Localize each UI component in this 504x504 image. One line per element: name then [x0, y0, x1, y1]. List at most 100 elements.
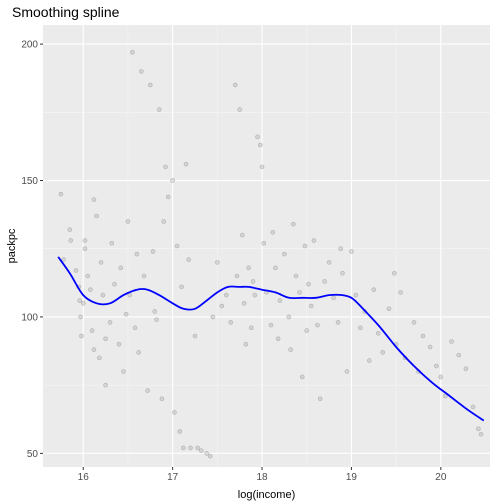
x-tick-label: 16	[78, 472, 90, 483]
data-point	[277, 298, 283, 303]
data-point	[123, 311, 129, 317]
x-axis-title: log(income)	[238, 489, 295, 501]
data-point	[192, 333, 198, 339]
data-point	[147, 82, 153, 88]
data-point	[98, 260, 104, 265]
data-point	[118, 265, 124, 271]
data-point	[340, 270, 345, 276]
y-axis-title: packpc	[6, 228, 18, 263]
data-point	[112, 281, 117, 287]
data-point	[353, 292, 359, 298]
data-point	[463, 366, 469, 372]
data-point	[78, 314, 83, 320]
data-point	[257, 142, 263, 148]
data-point	[89, 328, 95, 333]
data-point	[371, 287, 377, 292]
data-point	[82, 246, 88, 252]
data-point	[375, 331, 381, 336]
data-point	[179, 284, 184, 290]
data-point	[85, 273, 90, 279]
data-point	[299, 374, 305, 380]
data-point	[282, 251, 287, 257]
data-point	[331, 295, 336, 301]
data-point	[152, 309, 158, 314]
data-point	[156, 107, 162, 112]
chart-title: Smoothing spline	[12, 4, 120, 20]
data-point	[67, 227, 73, 232]
data-point	[456, 352, 462, 358]
data-point	[478, 431, 484, 437]
data-point	[338, 246, 344, 252]
y-tick-label: 200	[21, 40, 38, 51]
x-tick-label: 18	[256, 472, 268, 483]
data-point	[172, 410, 177, 415]
x-tick-label: 17	[167, 472, 179, 483]
data-point	[349, 249, 354, 254]
x-tick-label: 20	[435, 472, 447, 483]
data-point	[109, 240, 115, 246]
data-point	[186, 257, 192, 262]
data-point	[145, 388, 150, 393]
data-point	[154, 317, 159, 322]
data-point	[434, 363, 439, 369]
data-point	[270, 230, 276, 235]
data-point	[103, 382, 108, 388]
data-point	[288, 347, 293, 352]
data-point	[159, 396, 165, 402]
data-point	[130, 49, 135, 55]
data-point	[273, 265, 278, 271]
data-point	[398, 290, 403, 295]
data-point	[177, 429, 183, 434]
data-point	[306, 281, 311, 287]
data-point	[302, 243, 308, 249]
data-point	[252, 292, 258, 298]
data-point	[234, 273, 240, 279]
data-point	[411, 320, 417, 325]
data-point	[344, 369, 350, 374]
data-point	[91, 197, 97, 202]
data-point	[188, 445, 193, 451]
data-point	[94, 213, 99, 219]
data-point	[215, 260, 220, 265]
data-point	[61, 257, 66, 262]
data-point	[107, 320, 113, 325]
data-point	[165, 194, 171, 200]
data-point	[315, 322, 320, 328]
data-point	[79, 333, 84, 339]
data-point	[82, 238, 88, 243]
data-point	[304, 328, 310, 333]
data-point	[132, 325, 138, 331]
x-tick-label: 19	[346, 472, 358, 483]
data-point	[326, 260, 332, 265]
data-point	[181, 445, 186, 451]
data-point	[237, 107, 242, 112]
data-point	[291, 221, 296, 227]
data-point	[136, 350, 141, 355]
data-point	[97, 355, 102, 361]
data-point	[91, 347, 97, 352]
data-point	[261, 240, 267, 246]
data-point	[308, 303, 314, 309]
data-point	[241, 300, 247, 306]
data-point	[275, 336, 281, 342]
data-point	[268, 322, 274, 328]
data-point	[259, 164, 265, 170]
data-point	[322, 279, 327, 284]
data-point	[311, 238, 317, 243]
data-point	[240, 232, 245, 238]
data-point	[380, 350, 386, 355]
data-point	[442, 393, 448, 399]
data-point	[139, 69, 144, 74]
data-point	[141, 273, 147, 279]
data-point	[438, 374, 444, 380]
plot-panel	[43, 25, 490, 467]
y-tick-label: 100	[21, 312, 38, 323]
data-point	[317, 396, 323, 402]
data-point	[470, 404, 476, 410]
y-tick-label: 150	[21, 176, 38, 187]
data-point	[100, 292, 106, 298]
data-point	[210, 314, 216, 320]
data-point	[88, 287, 93, 292]
data-point	[116, 341, 122, 347]
data-point	[77, 298, 82, 303]
